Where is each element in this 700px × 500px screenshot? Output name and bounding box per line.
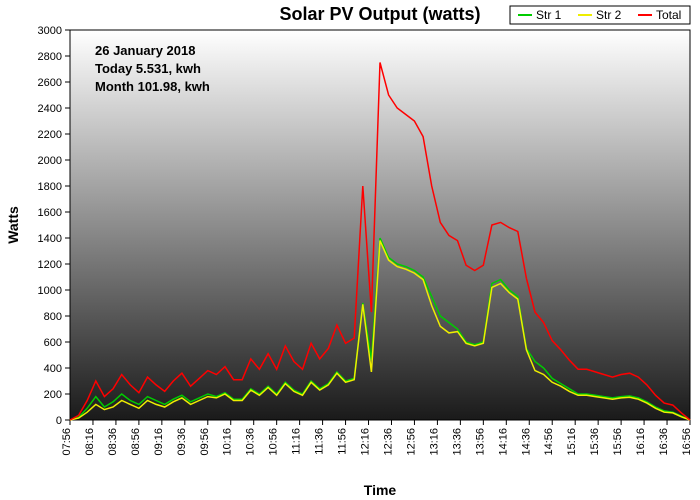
x-tick-label: 14:56: [543, 428, 555, 456]
legend-label: Str 2: [596, 8, 622, 22]
x-tick-label: 11:36: [314, 428, 326, 455]
x-tick-label: 15:16: [566, 428, 578, 456]
x-tick-label: 12:16: [360, 428, 372, 456]
x-tick-label: 12:36: [382, 428, 394, 456]
x-tick-label: 12:56: [405, 428, 417, 456]
y-tick-label: 2400: [38, 103, 62, 115]
x-tick-label: 10:16: [222, 428, 234, 456]
x-axis-label: Time: [364, 482, 397, 498]
x-tick-label: 14:36: [520, 428, 532, 456]
x-tick-label: 13:56: [474, 428, 486, 456]
x-tick-label: 10:56: [268, 428, 280, 456]
y-tick-label: 400: [44, 363, 62, 375]
chart-title: Solar PV Output (watts): [279, 4, 480, 24]
x-tick-label: 08:56: [130, 428, 142, 456]
x-tick-label: 15:36: [589, 428, 601, 456]
legend-label: Str 1: [536, 8, 562, 22]
x-tick-label: 09:16: [153, 428, 165, 456]
x-tick-label: 09:36: [176, 428, 188, 456]
y-tick-label: 2800: [38, 51, 62, 63]
info-line: Today 5.531, kwh: [95, 61, 201, 76]
x-tick-label: 13:36: [451, 428, 463, 456]
x-tick-label: 08:16: [84, 428, 96, 456]
x-tick-label: 16:16: [635, 428, 647, 456]
x-tick-label: 16:56: [681, 428, 693, 456]
y-tick-label: 1600: [38, 207, 62, 219]
y-tick-label: 3000: [38, 25, 62, 37]
y-tick-label: 1400: [38, 233, 62, 245]
solar-pv-chart: 0 200 400 600 800 1000 1200 1400 1600 1800 2000 220…: [0, 0, 700, 500]
x-tick-label: 11:56: [337, 428, 349, 455]
info-line: 26 January 2018: [95, 43, 195, 58]
y-tick-label: 800: [44, 311, 62, 323]
x-tick-label: 10:36: [245, 428, 257, 456]
y-tick-label: 1200: [38, 259, 62, 271]
x-tick-label: 08:36: [107, 428, 119, 456]
x-tick-label: 13:16: [428, 428, 440, 456]
y-tick-label: 2000: [38, 155, 62, 167]
x-tick-label: 15:56: [612, 428, 624, 456]
y-axis-label: Watts: [5, 206, 21, 244]
y-tick-label: 2600: [38, 77, 62, 89]
y-tick-label: 1000: [38, 285, 62, 297]
y-tick-label: 600: [44, 337, 62, 349]
x-tick-label: 16:36: [658, 428, 670, 456]
chart-container: 0 200 400 600 800 1000 1200 1400 1600 1800 2000 220…: [0, 0, 700, 500]
y-tick-label: 1800: [38, 181, 62, 193]
y-tick-label: 0: [56, 415, 62, 427]
legend-label: Total: [656, 8, 681, 22]
info-line: Month 101.98, kwh: [95, 79, 210, 94]
x-tick-label: 07:56: [61, 428, 73, 456]
y-tick-label: 200: [44, 389, 62, 401]
x-tick-label: 11:16: [291, 428, 303, 455]
y-tick-label: 2200: [38, 129, 62, 141]
x-tick-label: 09:56: [199, 428, 211, 456]
x-tick-label: 14:16: [497, 428, 509, 456]
